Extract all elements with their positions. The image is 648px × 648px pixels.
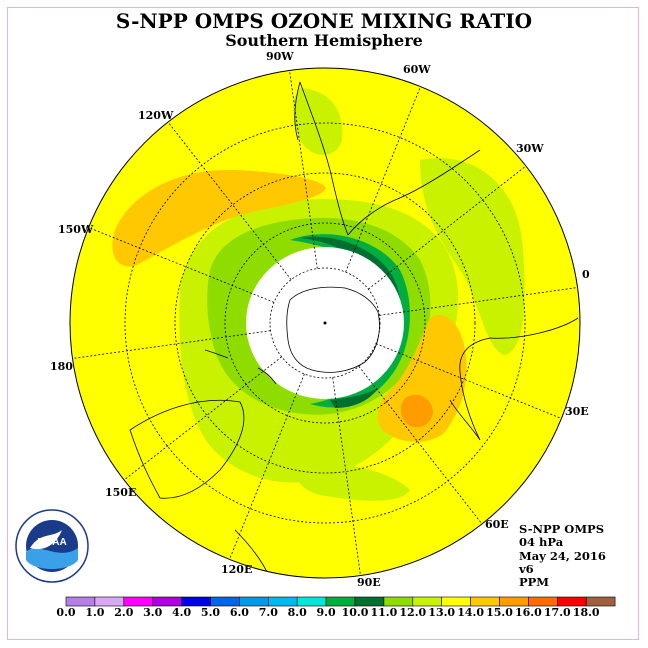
latitude-circle (269, 267, 381, 379)
colorbar-tick-label: 8.0 (287, 606, 307, 619)
colorbar-swatch (412, 596, 442, 607)
longitude-label: 120W (138, 109, 174, 122)
orange-dark-core (400, 394, 433, 428)
colorbar-tick-label: 5.0 (200, 606, 221, 619)
meridian-line (88, 227, 275, 303)
colorbar-swatch (267, 596, 298, 607)
map-subtitle: Southern Hemisphere (225, 31, 423, 50)
meridian-line (289, 70, 318, 269)
colorbar-swatch (94, 596, 125, 607)
units-label: PPM (519, 575, 550, 590)
longitude-label: 180 (50, 360, 73, 373)
colorbar-swatch (152, 596, 182, 607)
latitude-circle (174, 172, 476, 474)
meridian-lines (72, 70, 578, 576)
coastline-africa (449, 317, 579, 441)
colorbar-swatch (296, 596, 327, 607)
colorbar-swatch (383, 596, 414, 607)
meridian-line (123, 356, 282, 481)
longitude-label: 120E (221, 563, 253, 576)
colorbar (65, 596, 616, 607)
colorbar-swatch (556, 596, 587, 607)
coastline-new-zealand (204, 349, 277, 385)
instrument-name: S-NPP OMPS (519, 522, 605, 536)
meridian-line (375, 343, 562, 419)
longitude-label: 60W (403, 63, 431, 76)
colorbar-tick-label: 2.0 (114, 606, 134, 619)
colorbar-tick-label: 13.0 (428, 606, 456, 619)
orange-region-west (112, 169, 326, 267)
orange-region-east (377, 315, 467, 442)
green-patch-north (293, 88, 343, 155)
coastline-antarctica (286, 286, 380, 373)
south-pole-dot (323, 321, 327, 325)
colorbar-swatch (325, 596, 356, 607)
darkest-green-south (330, 388, 378, 408)
colorbar-tick-label: 6.0 (229, 606, 249, 619)
figure-frame (7, 7, 639, 640)
green-patch-east (420, 158, 525, 355)
colorbar-swatch (354, 596, 385, 607)
colorbar-swatch (585, 596, 616, 607)
colorbar-swatch (123, 596, 154, 607)
colorbar-tick-label: 11.0 (370, 606, 398, 619)
colorbar-tick-label: 15.0 (486, 606, 513, 619)
latitude-circle (124, 122, 526, 524)
colorbar-tick-label: 10.0 (341, 606, 369, 619)
longitude-label: 90W (266, 50, 294, 63)
colorbar-tick-label: 4.0 (172, 606, 192, 619)
green-patch-south (296, 463, 410, 501)
meridian-line (358, 366, 483, 525)
colorbar-swatch (181, 596, 211, 607)
colorbar-tick-label: 7.0 (258, 606, 278, 619)
colorbar-tick-label: 18.0 (572, 606, 600, 619)
logo-wave (26, 548, 78, 569)
meridian-line (379, 287, 578, 316)
colorbar-swatch (441, 596, 471, 607)
colorbar-swatch (65, 596, 96, 607)
colorbar-swatch (499, 596, 529, 607)
latitude-circle (224, 222, 426, 424)
map-outline (69, 67, 581, 579)
meridian-line (167, 121, 292, 280)
colorbar-swatch (528, 596, 558, 607)
colorbar-tick-label: 0.0 (56, 606, 76, 619)
noaa-logo: NOAA (15, 509, 89, 583)
meridian-line (72, 330, 271, 359)
meridian-line (229, 373, 305, 560)
longitude-label: 150E (105, 486, 137, 499)
longitude-label: 30W (516, 142, 544, 155)
colorbar-tick-label: 16.0 (514, 606, 542, 619)
meridian-line (345, 86, 421, 273)
latitude-circles (124, 122, 526, 524)
version-label: v6 (519, 561, 534, 576)
meridian-line (332, 377, 361, 576)
colorbar-swatch (470, 596, 500, 607)
longitude-label: 150W (58, 223, 94, 236)
colorbar-tick-label: 1.0 (85, 606, 105, 619)
longitude-label: 90E (357, 576, 381, 589)
logo-text: NOAA (37, 537, 66, 548)
meridian-line (368, 165, 527, 290)
coastline-south-america (294, 81, 481, 236)
longitude-label: 60E (485, 518, 509, 531)
map-title: S-NPP OMPS OZONE MIXING RATIO (115, 9, 533, 33)
colorbar-tick-label: 3.0 (143, 606, 163, 619)
colorbar-swatch (210, 596, 240, 607)
date-label: May 24, 2016 (519, 548, 606, 563)
colorbar-tick-label: 17.0 (543, 606, 571, 619)
colorbar-tick-label: 9.0 (316, 606, 336, 619)
colorbar-swatch (239, 596, 269, 607)
colorbar-tick-label: 14.0 (457, 606, 484, 619)
colorbar-tick-label: 12.0 (399, 606, 427, 619)
longitude-label: 30E (565, 405, 589, 418)
longitude-label: 0 (582, 268, 590, 281)
info-block: S-NPP OMPS 04 hPa May 24, 2016 v6 PPM (519, 522, 606, 590)
logo-bird (30, 530, 62, 550)
pressure-level: 04 hPa (519, 535, 564, 550)
